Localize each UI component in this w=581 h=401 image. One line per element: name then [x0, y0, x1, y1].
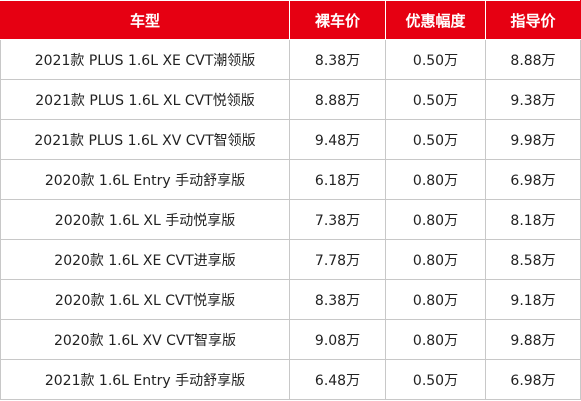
cell-guide-price: 6.98万	[485, 359, 581, 400]
cell-model: 2021款 PLUS 1.6L XV CVT智领版	[0, 119, 290, 160]
cell-naked-price: 9.48万	[289, 119, 386, 160]
cell-discount: 0.80万	[385, 319, 486, 360]
cell-discount: 0.50万	[385, 79, 486, 120]
table-row: 2021款 PLUS 1.6L XL CVT悦领版 8.88万 0.50万 9.…	[0, 79, 581, 120]
cell-model: 2020款 1.6L XE CVT进享版	[0, 239, 290, 280]
table-row: 2020款 1.6L Entry 手动舒享版 6.18万 0.80万 6.98万	[0, 159, 581, 200]
cell-discount: 0.80万	[385, 239, 486, 280]
table-row: 2021款 PLUS 1.6L XE CVT潮领版 8.38万 0.50万 8.…	[0, 39, 581, 80]
cell-guide-price: 8.88万	[485, 39, 581, 80]
cell-guide-price: 8.18万	[485, 199, 581, 240]
table-row: 2020款 1.6L XE CVT进享版 7.78万 0.80万 8.58万	[0, 239, 581, 280]
header-model: 车型	[0, 0, 290, 40]
cell-model: 2020款 1.6L XL CVT悦享版	[0, 279, 290, 320]
cell-model: 2021款 PLUS 1.6L XL CVT悦领版	[0, 79, 290, 120]
cell-discount: 0.80万	[385, 159, 486, 200]
cell-naked-price: 6.48万	[289, 359, 386, 400]
cell-model: 2020款 1.6L XV CVT智享版	[0, 319, 290, 360]
cell-guide-price: 6.98万	[485, 159, 581, 200]
cell-naked-price: 6.18万	[289, 159, 386, 200]
header-naked-price: 裸车价	[289, 0, 386, 40]
table-row: 2020款 1.6L XL CVT悦享版 8.38万 0.80万 9.18万	[0, 279, 581, 320]
table-row: 2020款 1.6L XV CVT智享版 9.08万 0.80万 9.88万	[0, 319, 581, 360]
cell-model: 2021款 PLUS 1.6L XE CVT潮领版	[0, 39, 290, 80]
cell-guide-price: 9.38万	[485, 79, 581, 120]
cell-discount: 0.50万	[385, 359, 486, 400]
cell-model: 2020款 1.6L XL 手动悦享版	[0, 199, 290, 240]
table-row: 2021款 PLUS 1.6L XV CVT智领版 9.48万 0.50万 9.…	[0, 119, 581, 160]
cell-discount: 0.50万	[385, 39, 486, 80]
cell-discount: 0.80万	[385, 279, 486, 320]
header-discount: 优惠幅度	[385, 0, 486, 40]
table-row: 2020款 1.6L XL 手动悦享版 7.38万 0.80万 8.18万	[0, 199, 581, 240]
cell-discount: 0.50万	[385, 119, 486, 160]
cell-guide-price: 9.88万	[485, 319, 581, 360]
cell-guide-price: 8.58万	[485, 239, 581, 280]
header-guide-price: 指导价	[485, 0, 581, 40]
cell-naked-price: 8.38万	[289, 279, 386, 320]
cell-discount: 0.80万	[385, 199, 486, 240]
cell-model: 2021款 1.6L Entry 手动舒享版	[0, 359, 290, 400]
cell-naked-price: 9.08万	[289, 319, 386, 360]
cell-naked-price: 8.88万	[289, 79, 386, 120]
cell-naked-price: 8.38万	[289, 39, 386, 80]
cell-model: 2020款 1.6L Entry 手动舒享版	[0, 159, 290, 200]
cell-naked-price: 7.78万	[289, 239, 386, 280]
cell-naked-price: 7.38万	[289, 199, 386, 240]
table-row: 2021款 1.6L Entry 手动舒享版 6.48万 0.50万 6.98万	[0, 359, 581, 400]
cell-guide-price: 9.98万	[485, 119, 581, 160]
cell-guide-price: 9.18万	[485, 279, 581, 320]
header-row: 车型 裸车价 优惠幅度 指导价	[0, 0, 581, 40]
